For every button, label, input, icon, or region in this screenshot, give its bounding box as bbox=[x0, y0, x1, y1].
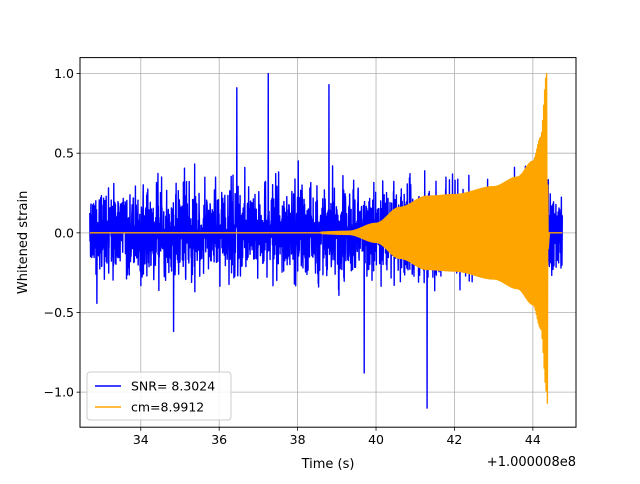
x-axis: 34 36 38 40 42 44 bbox=[133, 427, 541, 447]
legend-label-template: cm=8.9912 bbox=[131, 400, 204, 415]
y-axis: −1.0 −0.5 0.0 0.5 1.0 bbox=[44, 66, 80, 400]
x-tick-label: 38 bbox=[290, 432, 306, 447]
x-tick-label: 40 bbox=[368, 432, 384, 447]
x-tick-label: 36 bbox=[211, 432, 227, 447]
y-tick-label: −1.0 bbox=[44, 385, 74, 400]
legend-box bbox=[86, 371, 232, 421]
x-axis-label: Time (s) bbox=[301, 457, 355, 472]
series-line-template bbox=[89, 72, 563, 404]
x-tick-label: 44 bbox=[525, 432, 541, 447]
x-tick-label: 42 bbox=[446, 432, 462, 447]
y-tick-label: −0.5 bbox=[44, 305, 74, 320]
x-tick-label: 34 bbox=[133, 432, 149, 447]
axes-frame bbox=[79, 57, 577, 428]
legend: SNR= 8.3024 cm=8.9912 bbox=[86, 371, 232, 421]
legend-label-data: SNR= 8.3024 bbox=[131, 379, 215, 394]
y-tick-label: 0.0 bbox=[54, 225, 74, 240]
x-offset-label: +1.000008e8 bbox=[487, 455, 576, 470]
y-tick-label: 0.5 bbox=[54, 146, 74, 161]
y-axis-label: Whitened strain bbox=[16, 191, 31, 294]
plot-area bbox=[89, 72, 563, 409]
y-tick-label: 1.0 bbox=[54, 66, 74, 81]
